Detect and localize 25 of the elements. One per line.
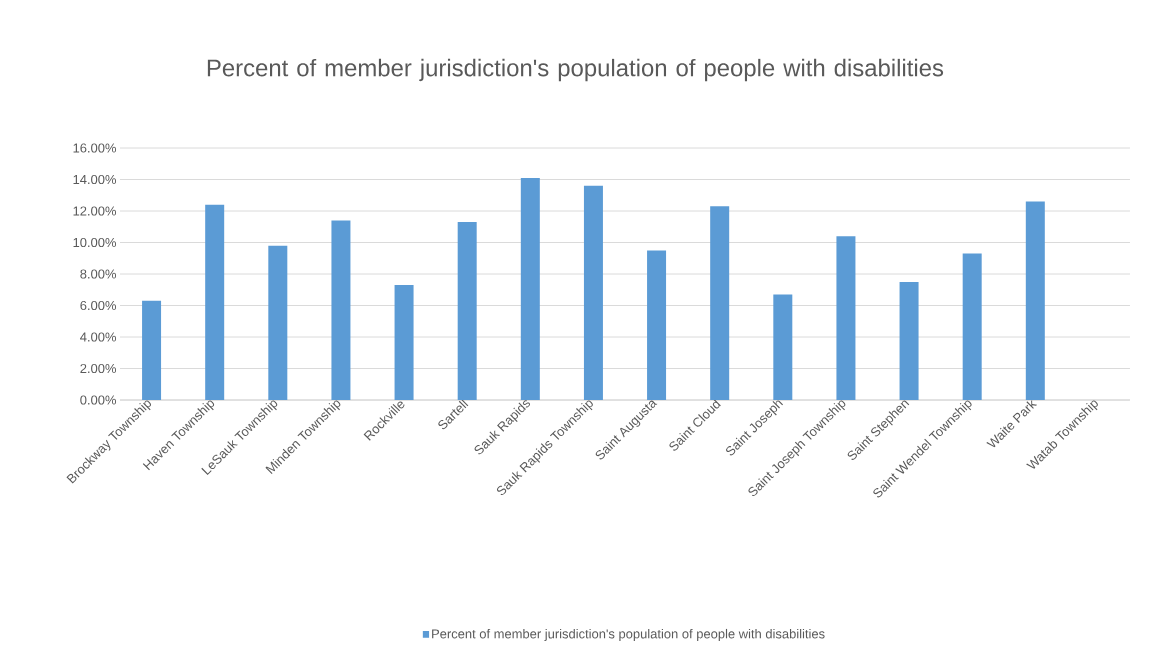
bar — [457, 222, 477, 401]
y-tick-label: 16.00% — [73, 143, 117, 153]
bar — [394, 285, 414, 401]
bar — [331, 220, 351, 401]
bar — [836, 236, 856, 401]
y-tick-label: 10.00% — [73, 237, 117, 248]
y-tick-label: 12.00% — [73, 206, 117, 216]
bar — [583, 185, 603, 401]
bar — [205, 204, 225, 401]
bar — [773, 294, 793, 401]
y-tick-label: 2.00% — [80, 363, 117, 374]
y-tick-label: 4.00% — [80, 332, 117, 342]
bar — [647, 250, 667, 401]
bar — [142, 300, 162, 401]
bar — [710, 206, 730, 401]
bar — [899, 281, 919, 401]
bar — [520, 177, 540, 401]
legend-label: Percent of member jurisdiction's population of people with disabilities — [432, 628, 825, 641]
bar — [1025, 201, 1045, 401]
y-tick-label: 14.00% — [73, 174, 117, 185]
y-tick-label: 6.00% — [80, 300, 117, 311]
chart-title: Percent of member jurisdiction's population of people with disabilities — [207, 58, 944, 82]
bar — [268, 245, 288, 401]
y-tick-label: 8.00% — [80, 269, 117, 279]
bar — [962, 253, 982, 401]
